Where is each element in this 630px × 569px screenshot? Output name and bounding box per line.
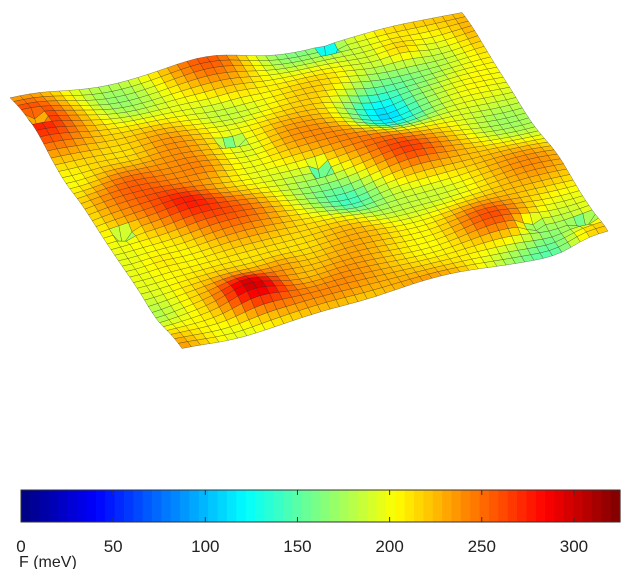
colorbar-segment bbox=[554, 490, 565, 522]
colorbar-segment bbox=[49, 490, 60, 522]
colorbar-segment bbox=[573, 490, 584, 522]
colorbar-segment bbox=[563, 490, 574, 522]
colorbar-segment bbox=[30, 490, 41, 522]
colorbar-segment bbox=[329, 490, 340, 522]
colorbar-tick-label: 150 bbox=[283, 537, 311, 556]
colorbar-segment bbox=[198, 490, 209, 522]
colorbar-segment bbox=[545, 490, 556, 522]
colorbar-gradient bbox=[21, 490, 621, 522]
colorbar: 0 50 100 150 200 250 300 F (meV) bbox=[16, 489, 621, 569]
colorbar-segment bbox=[386, 490, 396, 522]
surface-cell bbox=[177, 341, 192, 349]
colorbar-segment bbox=[320, 490, 331, 522]
colorbar-segment bbox=[498, 490, 509, 522]
energy-surface-plot bbox=[9, 12, 609, 349]
colorbar-segment bbox=[591, 490, 602, 522]
colorbar-segment bbox=[404, 490, 415, 522]
colorbar-segment bbox=[226, 490, 237, 522]
colorbar-segment bbox=[432, 490, 443, 522]
colorbar-segment bbox=[236, 490, 247, 522]
colorbar-segment bbox=[180, 490, 191, 522]
colorbar-segment bbox=[601, 490, 612, 522]
colorbar-label: F (meV) bbox=[19, 554, 77, 569]
colorbar-tick-label: 200 bbox=[375, 537, 403, 556]
colorbar-segment bbox=[395, 490, 406, 522]
colorbar-segment bbox=[376, 490, 387, 522]
colorbar-segment bbox=[254, 490, 265, 522]
colorbar-segment bbox=[517, 490, 528, 522]
colorbar-segment bbox=[479, 490, 490, 522]
colorbar-segment bbox=[21, 490, 31, 522]
colorbar-segment bbox=[105, 490, 116, 522]
colorbar-segment bbox=[339, 490, 350, 522]
colorbar-ticks: 0 50 100 150 200 250 300 bbox=[16, 490, 588, 556]
colorbar-segment bbox=[86, 490, 97, 522]
colorbar-segment bbox=[357, 490, 368, 522]
colorbar-segment bbox=[582, 490, 593, 522]
colorbar-segment bbox=[488, 490, 499, 522]
colorbar-segment bbox=[161, 490, 172, 522]
colorbar-segment bbox=[526, 490, 537, 522]
colorbar-segment bbox=[367, 490, 378, 522]
colorbar-segment bbox=[95, 490, 106, 522]
colorbar-segment bbox=[264, 490, 275, 522]
colorbar-segment bbox=[292, 490, 303, 522]
colorbar-segment bbox=[460, 490, 471, 522]
colorbar-segment bbox=[39, 490, 50, 522]
colorbar-segment bbox=[283, 490, 294, 522]
colorbar-tick-label: 100 bbox=[191, 537, 219, 556]
colorbar-segment bbox=[535, 490, 546, 522]
colorbar-tick-label: 0 bbox=[16, 537, 25, 556]
colorbar-segment bbox=[189, 490, 200, 522]
colorbar-segment bbox=[610, 490, 621, 522]
colorbar-segment bbox=[58, 490, 69, 522]
colorbar-segment bbox=[67, 490, 78, 522]
colorbar-segment bbox=[442, 490, 453, 522]
colorbar-tick-label: 50 bbox=[104, 537, 123, 556]
colorbar-segment bbox=[123, 490, 134, 522]
colorbar-segment bbox=[423, 490, 434, 522]
colorbar-tick-label: 300 bbox=[560, 537, 588, 556]
colorbar-segment bbox=[311, 490, 322, 522]
colorbar-segment bbox=[245, 490, 256, 522]
colorbar-segment bbox=[77, 490, 88, 522]
colorbar-segment bbox=[114, 490, 125, 522]
colorbar-segment bbox=[217, 490, 228, 522]
colorbar-segment bbox=[170, 490, 181, 522]
colorbar-segment bbox=[142, 490, 153, 522]
colorbar-segment bbox=[348, 490, 359, 522]
surface-mesh bbox=[9, 12, 609, 349]
colorbar-segment bbox=[208, 490, 219, 522]
colorbar-segment bbox=[273, 490, 284, 522]
colorbar-tick-label: 250 bbox=[468, 537, 496, 556]
colorbar-segment bbox=[414, 490, 425, 522]
colorbar-segment bbox=[451, 490, 462, 522]
colorbar-segment bbox=[133, 490, 144, 522]
colorbar-segment bbox=[301, 490, 312, 522]
colorbar-segment bbox=[507, 490, 518, 522]
colorbar-segment bbox=[152, 490, 162, 522]
colorbar-segment bbox=[470, 490, 481, 522]
colorbar-frame bbox=[20, 489, 621, 523]
